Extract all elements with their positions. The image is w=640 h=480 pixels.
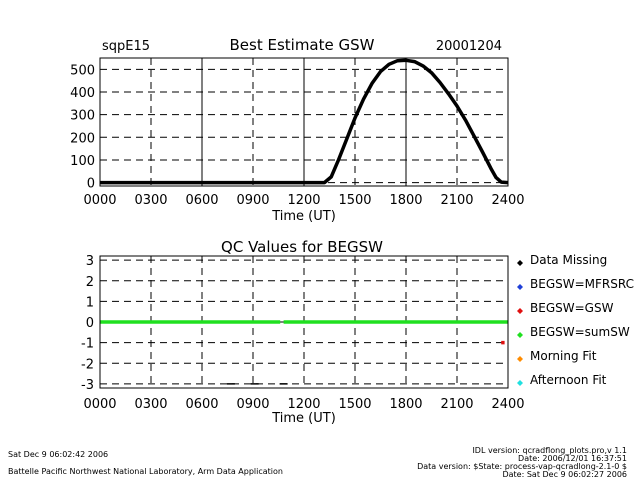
- gsw-x-tick-label: 1800: [389, 193, 422, 208]
- footer-org: Battelle Pacific Northwest National Labo…: [8, 467, 283, 476]
- gsw-x-ticks: 0000 0300 0600 0900 1200 1500 1800 2100 2400: [83, 193, 524, 208]
- legend-marker: [517, 380, 523, 386]
- gsw-x-tick-label: 1500: [338, 193, 371, 208]
- legend-label: Afternoon Fit: [530, 373, 607, 387]
- qc-x-ticks: 0000 0300 0600 0900 1200 1500 1800 2100 2400: [83, 397, 524, 412]
- gsw-x-tick-label: 0900: [236, 193, 269, 208]
- gsw-x-axis-label: Time (UT): [271, 209, 336, 224]
- legend-marker: [517, 284, 523, 290]
- gsw-grid: [100, 58, 508, 186]
- gsw-x-tick-label: 2400: [491, 193, 524, 208]
- qc-panel: 3 2 1 0 -1 -2 -3 0000 0300 0600 0900 1200 1500 1800 2…: [81, 254, 525, 426]
- gsw-y-tick-label: 500: [70, 63, 95, 78]
- qc-y-tick-label: -2: [81, 357, 94, 372]
- gsw-y-tick-label: 300: [70, 109, 95, 124]
- qc-y-tick-label: -3: [81, 378, 94, 393]
- qc-legend: Data Missing BEGSW=MFRSRC BEGSW=GSW BEGSW=s…: [517, 253, 634, 387]
- legend-label: BEGSW=sumSW: [530, 325, 630, 339]
- footer-idl-version: IDL version: qcradflong_plots.pro,v 1.1: [472, 446, 627, 455]
- qc-x-tick-label: 2400: [491, 397, 524, 412]
- legend-label: Morning Fit: [530, 349, 597, 363]
- legend-marker: [517, 356, 523, 362]
- gsw-y-ticks: 0 100 200 300 400 500: [70, 63, 95, 191]
- qc-x-tick-label: 1500: [338, 397, 371, 412]
- qc-x-tick-label: 2100: [440, 397, 473, 412]
- gsw-series-line: [100, 58, 509, 185]
- footer-timestamp: Sat Dec 9 06:02:42 2006: [8, 450, 108, 459]
- gsw-x-tick-label: 2100: [440, 193, 473, 208]
- legend-label: BEGSW=MFRSRC: [530, 277, 634, 291]
- footer-data-version: Data version: $State: process-vap-qcradl…: [417, 462, 627, 471]
- date-label: 20001204: [436, 39, 502, 54]
- gsw-y-tick-label: 200: [70, 131, 95, 146]
- qc-plot-frame: [99, 255, 509, 389]
- qc-x-axis-label: Time (UT): [271, 411, 336, 426]
- qc-x-tick-label: 0900: [236, 397, 269, 412]
- chart-title-1: Best Estimate GSW: [230, 36, 375, 54]
- legend-marker: [517, 332, 523, 338]
- gsw-y-tick-label: 100: [70, 154, 95, 169]
- footer-run-date: Date: Sat Dec 9 06:02:27 2006: [502, 470, 627, 479]
- qc-x-tick-label: 0000: [83, 397, 116, 412]
- gsw-x-tick-label: 0000: [83, 193, 116, 208]
- gsw-plot-frame: [99, 57, 509, 187]
- qc-y-tick-label: -1: [81, 337, 94, 352]
- footer-idl-date: Date: 2006/12/01 16:37:51: [518, 454, 627, 463]
- gsw-x-tick-label: 1200: [287, 193, 320, 208]
- gsw-x-tick-label: 0600: [185, 193, 218, 208]
- qc-y-tick-label: 0: [86, 316, 94, 331]
- chart-title-2: QC Values for BEGSW: [221, 238, 383, 256]
- site-label: sqpE15: [102, 39, 150, 54]
- qc-y-tick-label: 2: [86, 275, 94, 290]
- qc-y-tick-label: 3: [86, 254, 94, 269]
- gsw-x-tick-label: 0300: [134, 193, 167, 208]
- qc-x-tick-label: 0300: [134, 397, 167, 412]
- qc-series: [100, 320, 508, 385]
- qc-x-tick-label: 1800: [389, 397, 422, 412]
- legend-marker: [517, 308, 523, 314]
- legend-label: Data Missing: [530, 253, 607, 267]
- legend-label: BEGSW=GSW: [530, 301, 614, 315]
- qc-y-ticks: 3 2 1 0 -1 -2 -3: [81, 254, 94, 393]
- gsw-series: [100, 58, 509, 185]
- gsw-y-tick-label: 0: [87, 177, 95, 192]
- gsw-panel: 0 100 200 300 400 500 0000 0300 0600 0900 1200 150…: [70, 57, 525, 224]
- legend-marker: [517, 260, 523, 266]
- gsw-y-tick-label: 400: [70, 86, 95, 101]
- qc-x-tick-label: 1200: [287, 397, 320, 412]
- qc-x-tick-label: 0600: [185, 397, 218, 412]
- qc-y-tick-label: 1: [86, 295, 94, 310]
